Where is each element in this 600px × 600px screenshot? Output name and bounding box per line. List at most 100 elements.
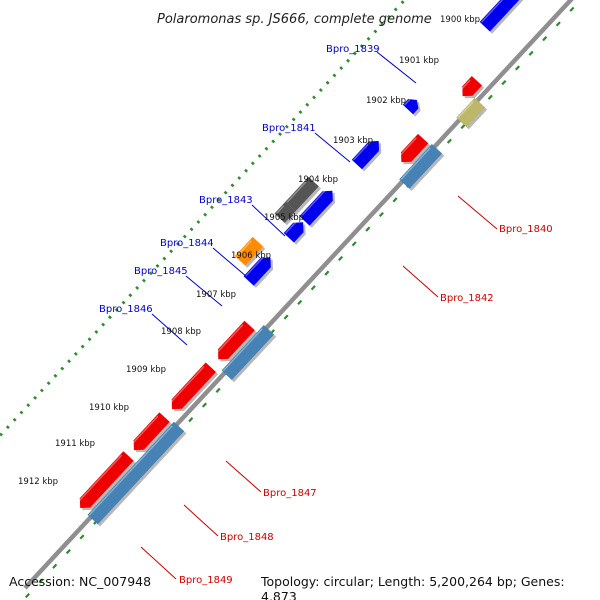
gene-label-bpro-1849[interactable]: Bpro_1849 [179, 575, 233, 586]
outer-tick-line [0, 0, 405, 437]
gene-label-bpro-1848[interactable]: Bpro_1848 [220, 532, 274, 543]
feature-red-4 [214, 320, 257, 362]
tick-mark [305, 102, 310, 107]
feature-red-5 [168, 362, 219, 412]
tick-mark [114, 307, 119, 312]
tick-label-1908: 1908 kbp [161, 327, 201, 337]
tick-mark [67, 359, 71, 364]
tick-labels: 1900 kbp 1901 kbp 1902 kbp 1903 kbp 1904 kbp… [18, 15, 480, 487]
tick-mark [514, 65, 521, 71]
tick-mark [460, 123, 466, 130]
leader-bpro-1844 [212, 247, 248, 278]
feature-red-2 [458, 76, 485, 99]
leader-bpro-1841 [314, 132, 351, 163]
tick-mark [332, 73, 337, 78]
tick-mark [169, 249, 174, 254]
feature-bpro1847 [221, 325, 277, 383]
gene-label-bpro-1842[interactable]: Bpro_1842 [440, 293, 494, 304]
tick-mark [237, 176, 242, 180]
tick-mark [80, 344, 85, 349]
leader-bpro-1846 [151, 313, 188, 346]
tick-mark [189, 227, 194, 232]
tick-mark [26, 403, 31, 408]
gene-label-bpro-1840[interactable]: Bpro_1840 [499, 224, 553, 235]
tick-mark [264, 146, 269, 151]
tick-mark [291, 117, 296, 122]
label-leaders [140, 51, 498, 580]
tick-mark [359, 44, 364, 49]
accession-text: Accession: NC_007948 [9, 574, 152, 589]
feature-blue-3 [402, 98, 421, 117]
tick-mark [5, 425, 10, 430]
tick-label-1901: 1901 kbp [399, 56, 439, 66]
tick-mark [203, 212, 208, 217]
map-title: Polaromonas sp. JS666, complete genome [157, 12, 432, 27]
leader-bpro-1847 [225, 460, 262, 493]
tick-mark [324, 270, 330, 276]
tick-mark [215, 387, 221, 393]
leader-bpro-1849 [140, 546, 177, 580]
tick-label-1903: 1903 kbp [333, 136, 373, 146]
gene-label-bpro-1846[interactable]: Bpro_1846 [99, 304, 153, 315]
tick-mark [569, 6, 575, 12]
feature-bpro1844 [285, 176, 321, 214]
tick-mark [65, 549, 71, 555]
gene-label-bpro-1845[interactable]: Bpro_1845 [134, 266, 188, 277]
feature-bpro1846 [235, 236, 266, 268]
gene-label-bpro-1847[interactable]: Bpro_1847 [263, 488, 317, 499]
tick-mark [392, 197, 398, 203]
tick-mark [501, 80, 507, 86]
tick-mark [107, 315, 112, 320]
tick-mark [210, 205, 214, 210]
tick-label-1911: 1911 kbp [55, 439, 95, 449]
tick-mark [373, 29, 378, 34]
tick-mark [46, 381, 51, 386]
tick-mark [87, 337, 92, 342]
tick-mark [339, 66, 344, 71]
tick-mark [325, 80, 330, 85]
tick-mark [528, 50, 534, 56]
tick-mark [555, 21, 561, 27]
tick-mark [297, 299, 303, 306]
tick-mark [387, 14, 391, 19]
tick-mark [216, 198, 221, 202]
gene-features [76, 0, 524, 527]
leader-bpro-1843 [251, 204, 286, 237]
tick-mark [283, 314, 289, 320]
tick-mark [0, 432, 3, 437]
tick-mark [298, 110, 303, 115]
gene-label-bpro-1844[interactable]: Bpro_1844 [160, 238, 214, 249]
tick-mark [542, 36, 548, 42]
tick-mark [121, 300, 126, 305]
tick-label-1904: 1904 kbp [298, 175, 338, 185]
tick-mark [39, 388, 44, 393]
leader-bpro-1848 [183, 504, 219, 537]
tick-mark [52, 563, 58, 569]
tick-mark [278, 132, 283, 137]
gene-label-bpro-1839[interactable]: Bpro_1839 [326, 44, 380, 55]
summary-text: Topology: circular; Length: 5,200,264 bp… [261, 574, 565, 600]
feature-bpro1848 [130, 412, 172, 453]
tick-label-1909: 1909 kbp [126, 365, 166, 375]
tick-mark [487, 94, 493, 100]
tick-mark [250, 161, 255, 166]
tick-mark [223, 190, 228, 195]
feature-blue-6 [243, 256, 273, 288]
tick-mark [162, 256, 167, 261]
leader-bpro-1839 [376, 51, 417, 84]
tick-label-1900: 1900 kbp [440, 15, 480, 25]
tick-mark [271, 139, 276, 144]
feature-bpro1842 [399, 144, 445, 191]
tick-mark [378, 211, 384, 218]
tick-mark [365, 226, 371, 232]
gene-label-bpro-1841[interactable]: Bpro_1841 [262, 123, 316, 134]
leader-bpro-1845 [185, 275, 223, 307]
tick-mark [380, 22, 385, 27]
tick-label-1912: 1912 kbp [18, 477, 58, 487]
feature-blue-5 [283, 220, 306, 245]
tick-mark [338, 255, 344, 262]
gene-label-bpro-1843[interactable]: Bpro_1843 [199, 195, 253, 206]
tick-mark [393, 7, 398, 12]
tick-mark [148, 271, 153, 276]
